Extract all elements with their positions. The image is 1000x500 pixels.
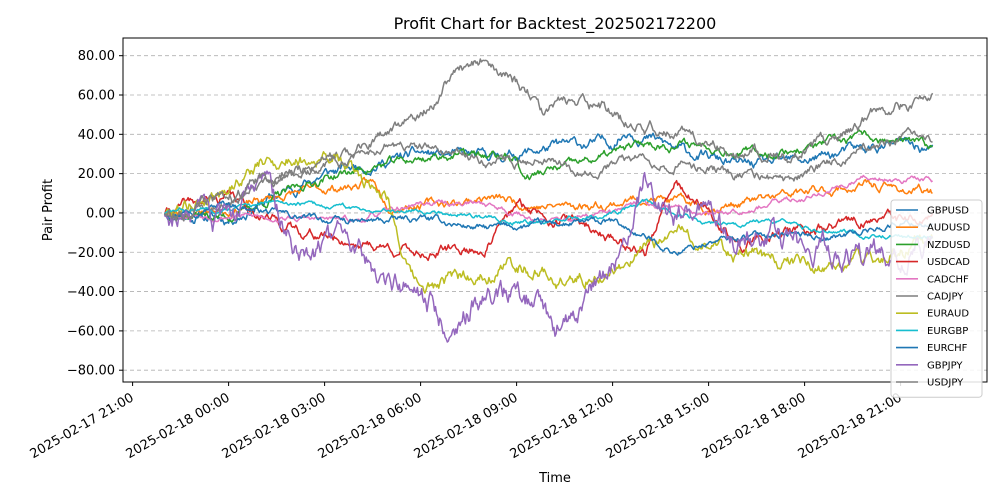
y-tick-label: −40.00 (67, 285, 115, 300)
legend-label: GBPJPY (927, 360, 963, 371)
series-layer (163, 58, 934, 343)
legend-label: EURCHF (927, 343, 968, 354)
x-tick-label: 2025-02-17 21:00 (28, 390, 137, 462)
y-tick-label: −80.00 (67, 364, 115, 379)
legend-label: CADJPY (927, 292, 964, 303)
y-axis-label: Pair Profit (41, 179, 56, 241)
plot-frame (122, 37, 988, 383)
x-tick-label: 2025-02-18 09:00 (412, 390, 521, 462)
legend-label: EURAUD (927, 309, 969, 320)
y-tick-label: 20.00 (78, 167, 115, 182)
series-line-nzdusd (164, 129, 934, 223)
x-tick-label: 2025-02-18 12:00 (508, 390, 617, 462)
x-tick-label: 2025-02-18 15:00 (604, 390, 713, 462)
x-tick-label: 2025-02-18 21:00 (796, 390, 905, 462)
chart-title: Profit Chart for Backtest_202502172200 (394, 14, 717, 34)
legend-label: USDJPY (927, 378, 964, 389)
legend-label: CADCHF (927, 274, 969, 285)
y-tick-label: 40.00 (78, 128, 115, 143)
y-tick-label: 0.00 (86, 206, 115, 221)
legend-label: AUDUSD (927, 223, 971, 234)
x-tick-label: 2025-02-18 00:00 (124, 390, 233, 462)
x-tick-label: 2025-02-18 18:00 (700, 390, 809, 462)
legend-label: EURGBP (927, 326, 968, 337)
series-line-usdcad (163, 179, 934, 262)
y-tick-label: −20.00 (67, 246, 115, 261)
x-tick-label: 2025-02-18 03:00 (220, 390, 329, 462)
legend-label: USDCAD (927, 257, 970, 268)
legend: GBPUSD AUDUSD NZDUSD USDCAD CADCHF CADJPY EURA… (890, 199, 983, 398)
y-tick-label: 80.00 (78, 49, 115, 64)
series-line-cadchf (163, 174, 934, 224)
legend-label: NZDUSD (927, 240, 971, 251)
y-axis: −80.00 −60.00 −40.00 −20.00 0.00 20.00 40.00 60… (67, 49, 123, 379)
x-tick-label: 2025-02-18 06:00 (316, 390, 425, 462)
legend-label: GBPUSD (927, 206, 969, 217)
series-line-gbpjpy (163, 170, 933, 343)
x-axis-label: Time (538, 471, 571, 486)
y-tick-label: −60.00 (67, 324, 115, 339)
series-line-euraud (164, 151, 934, 294)
y-tick-label: 60.00 (78, 89, 115, 104)
series-line-audusd (164, 176, 933, 219)
series-line-usdjpy (164, 58, 934, 222)
series-line-eurchf (163, 200, 934, 256)
